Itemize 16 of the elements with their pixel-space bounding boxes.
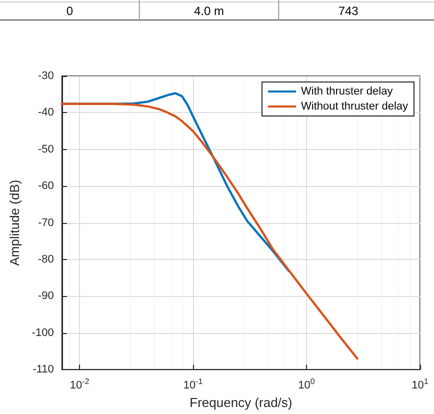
y-tick-label: -80	[38, 254, 54, 266]
y-tick-label: -40	[38, 106, 54, 119]
legend-label: Without thruster delay	[301, 100, 408, 112]
legend-label: With thruster delay	[301, 86, 394, 98]
y-tick-label: -50	[38, 143, 54, 156]
text: 743	[338, 4, 359, 18]
x-axis-title: Frequency (rad/s)	[190, 395, 292, 410]
y-axis-title: Amplitude (dB)	[7, 180, 22, 266]
y-tick-label: -60	[38, 180, 54, 192]
y-tick-label: -30	[38, 70, 54, 82]
text: 4.0 m	[194, 4, 224, 18]
y-tick-label: -100	[32, 326, 54, 339]
y-tick-label: -110	[32, 364, 54, 376]
y-tick-label: -70	[38, 216, 54, 229]
y-tick-label: -90	[38, 290, 54, 302]
text: 0	[66, 4, 74, 18]
